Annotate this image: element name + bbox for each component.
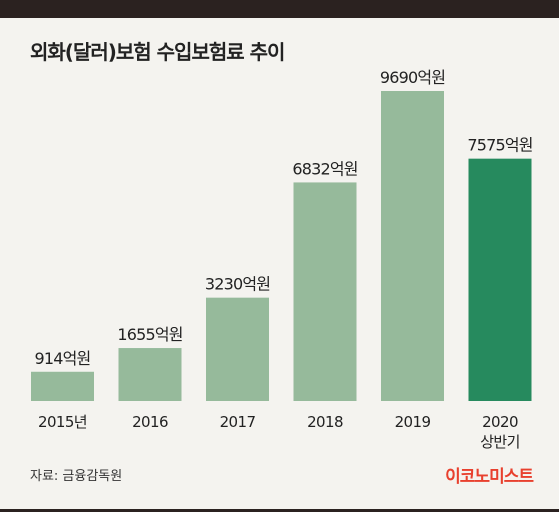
value-label-2: 3230억원 (205, 275, 270, 294)
category-label-3: 2018 (307, 413, 343, 431)
category-label-4: 2019 (395, 413, 431, 431)
value-label-4: 9690억원 (380, 68, 445, 87)
top-bar (0, 0, 559, 18)
bar-0 (31, 371, 94, 401)
source-note: 자료: 금융감독원 (30, 469, 123, 484)
category-label-2: 2017 (220, 413, 256, 431)
value-label-1: 1655억원 (117, 325, 182, 344)
value-label-5: 7575억원 (467, 136, 532, 155)
bar-3 (293, 182, 357, 401)
category-label-5-line-0: 2020 (482, 413, 518, 431)
publisher-logo: 이코노미스트 (445, 467, 534, 487)
bottom-line (0, 509, 559, 512)
category-label-1: 2016 (132, 413, 168, 431)
bar-4 (381, 91, 444, 401)
bar-chart: 914억원 2015년 1655억원 2016 3230억원 2017 6832억원 2018… (31, 68, 533, 451)
category-label-0: 2015년 (38, 413, 87, 431)
category-label-5-line-1: 상반기 (480, 433, 520, 451)
value-label-3: 6832억원 (292, 159, 357, 178)
bar-1 (118, 348, 182, 401)
value-label-0: 914억원 (35, 349, 91, 368)
chart-title: 외화(달러)보험 수입보험료 추이 (30, 40, 285, 64)
bar-2 (206, 297, 269, 401)
bar-5 (468, 158, 532, 401)
